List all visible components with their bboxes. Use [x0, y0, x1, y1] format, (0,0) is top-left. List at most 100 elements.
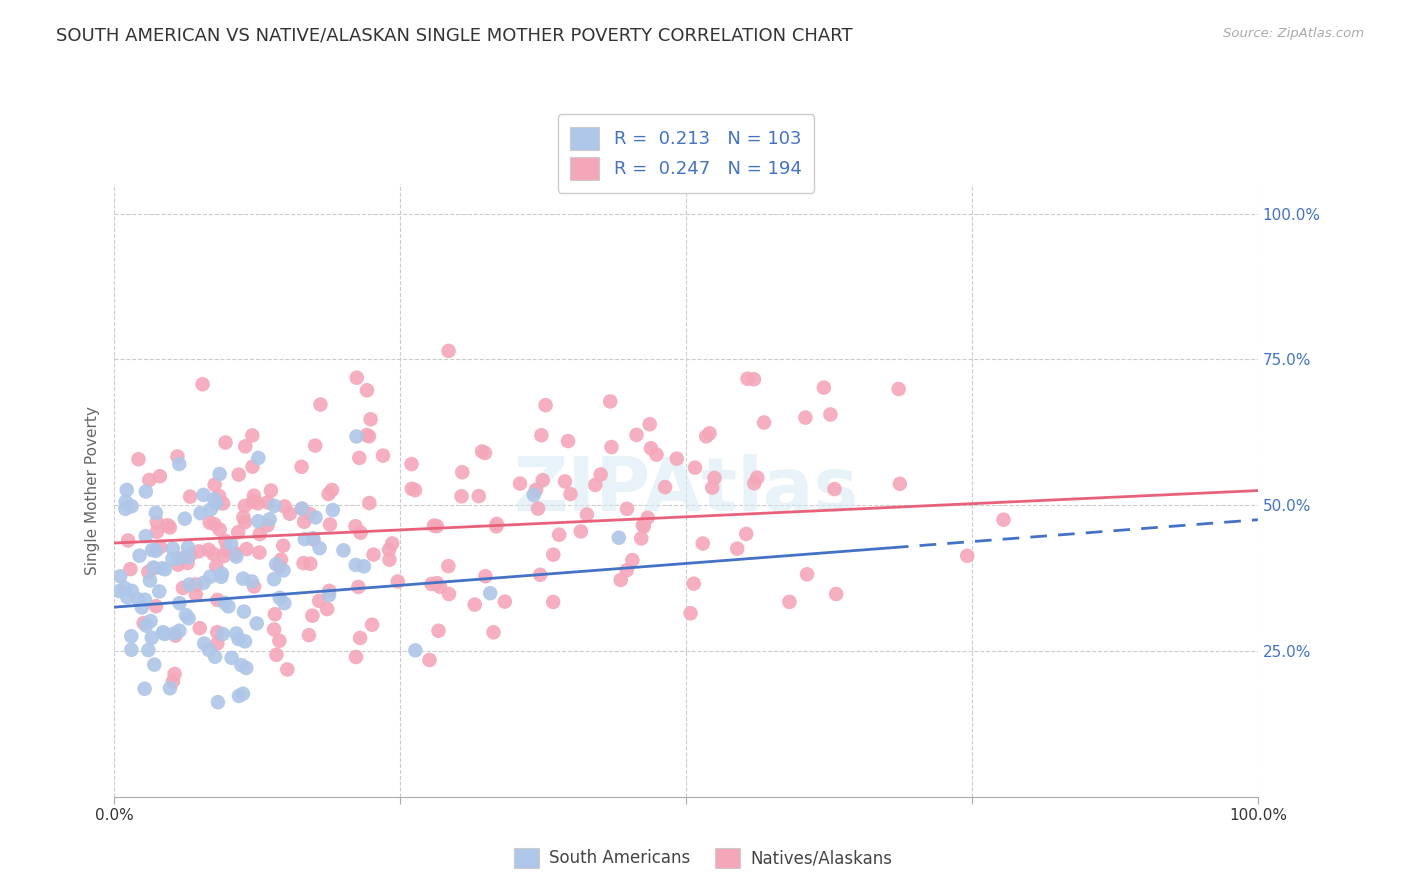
Point	[179, 490, 201, 504]
Point	[626, 428, 648, 442]
Point	[308, 594, 330, 608]
Point	[159, 520, 181, 534]
Point	[264, 607, 287, 622]
Point	[243, 580, 266, 594]
Point	[132, 616, 155, 631]
Point	[240, 428, 263, 442]
Point	[212, 496, 235, 510]
Point	[214, 435, 236, 450]
Point	[219, 537, 242, 551]
Point	[318, 487, 340, 501]
Point	[162, 541, 184, 556]
Point	[371, 449, 394, 463]
Point	[529, 567, 551, 582]
Point	[631, 518, 654, 533]
Point	[177, 541, 200, 555]
Point	[273, 596, 295, 610]
Point	[139, 574, 162, 588]
Point	[233, 515, 256, 529]
Point	[233, 439, 256, 453]
Point	[298, 628, 321, 642]
Point	[347, 580, 370, 594]
Point	[794, 410, 817, 425]
Point	[616, 563, 638, 577]
Point	[233, 634, 256, 648]
Point	[205, 496, 228, 510]
Point	[609, 573, 631, 587]
Point	[134, 592, 156, 607]
Point	[308, 541, 330, 556]
Point	[269, 559, 291, 574]
Point	[344, 649, 367, 664]
Legend: R =  0.213   N = 103, R =  0.247   N = 194: R = 0.213 N = 103, R = 0.247 N = 194	[558, 114, 814, 193]
Point	[224, 546, 246, 560]
Point	[271, 539, 294, 553]
Point	[290, 459, 312, 474]
Point	[344, 519, 367, 533]
Point	[134, 681, 156, 696]
Point	[205, 559, 228, 574]
Point	[471, 444, 494, 458]
Point	[221, 650, 243, 665]
Point	[121, 583, 143, 598]
Point	[485, 519, 508, 533]
Point	[437, 559, 460, 574]
Point	[426, 576, 449, 591]
Point	[824, 482, 846, 496]
Point	[115, 483, 138, 497]
Point	[145, 599, 167, 614]
Point	[494, 594, 516, 608]
Point	[291, 501, 314, 516]
Point	[276, 663, 298, 677]
Point	[735, 527, 758, 541]
Point	[200, 570, 222, 584]
Point	[427, 624, 450, 638]
Point	[479, 586, 502, 600]
Point	[703, 471, 725, 485]
Point	[142, 561, 165, 575]
Point	[346, 429, 368, 443]
Point	[575, 508, 598, 522]
Point	[172, 581, 194, 595]
Point	[356, 428, 378, 442]
Point	[184, 587, 207, 601]
Point	[737, 372, 759, 386]
Point	[316, 602, 339, 616]
Point	[188, 621, 211, 635]
Point	[482, 625, 505, 640]
Point	[437, 587, 460, 601]
Point	[273, 500, 295, 514]
Y-axis label: Single Mother Poverty: Single Mother Poverty	[86, 406, 100, 575]
Point	[191, 377, 214, 392]
Point	[321, 483, 343, 497]
Point	[378, 552, 401, 566]
Point	[464, 598, 486, 612]
Point	[298, 507, 321, 521]
Point	[450, 489, 472, 503]
Point	[242, 494, 264, 508]
Point	[509, 476, 531, 491]
Point	[270, 552, 292, 566]
Point	[179, 577, 201, 591]
Point	[692, 536, 714, 550]
Point	[640, 442, 662, 456]
Point	[197, 542, 219, 557]
Point	[145, 543, 167, 558]
Point	[349, 525, 371, 540]
Point	[232, 605, 254, 619]
Point	[294, 532, 316, 546]
Point	[679, 606, 702, 620]
Point	[173, 550, 195, 565]
Point	[162, 674, 184, 689]
Point	[228, 689, 250, 703]
Point	[534, 398, 557, 412]
Point	[322, 503, 344, 517]
Point	[242, 459, 264, 474]
Point	[198, 516, 221, 530]
Point	[246, 616, 269, 631]
Point	[387, 574, 409, 589]
Point	[747, 471, 769, 485]
Point	[176, 556, 198, 570]
Point	[114, 494, 136, 508]
Text: ZIPAtlas: ZIPAtlas	[513, 454, 859, 527]
